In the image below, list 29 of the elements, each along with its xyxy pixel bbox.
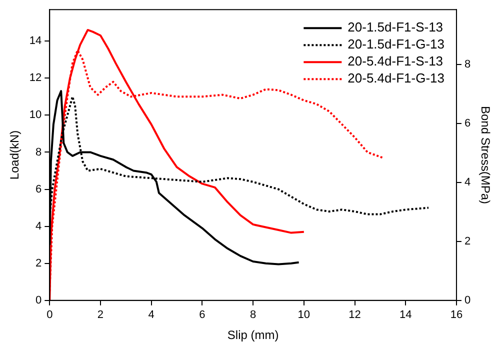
y2-axis-title: Bond Stress(MPa) bbox=[478, 106, 492, 204]
y-axis-title: Load(kN) bbox=[8, 130, 22, 180]
legend-label: 20-5.4d-F1-G-13 bbox=[348, 70, 444, 86]
y-tick-label: 10 bbox=[29, 109, 42, 122]
y2-tick-label: 4 bbox=[464, 176, 471, 189]
y-tick-label: 14 bbox=[29, 35, 42, 48]
y-tick-label: 12 bbox=[29, 72, 42, 84]
y-tick-label: 2 bbox=[36, 257, 42, 270]
x-tick-label: 14 bbox=[400, 309, 412, 322]
legend-label: 20-1.5d-F1-G-13 bbox=[348, 36, 444, 52]
x-tick-label: 4 bbox=[148, 309, 154, 322]
x-tick-label: 8 bbox=[250, 309, 256, 322]
legend-label: 20-1.5d-F1-S-13 bbox=[348, 20, 444, 35]
x-tick-label: 16 bbox=[450, 309, 463, 322]
x-tick-label: 10 bbox=[298, 309, 310, 322]
y-tick-label: 8 bbox=[36, 146, 42, 158]
x-tick-label: 12 bbox=[348, 309, 361, 322]
y-tick-label: 4 bbox=[36, 220, 42, 232]
x-axis-title: Slip (mm) bbox=[227, 328, 279, 342]
x-tick-label: 2 bbox=[97, 309, 104, 322]
x-tick-label: 6 bbox=[199, 309, 206, 322]
x-tick-label: 0 bbox=[46, 309, 53, 322]
y2-tick-label: 6 bbox=[464, 118, 471, 130]
y-tick-label: 0 bbox=[36, 294, 42, 306]
legend-label: 20-5.4d-F1-S-13 bbox=[348, 54, 444, 69]
y-tick-label: 6 bbox=[36, 183, 42, 196]
y2-tick-label: 8 bbox=[464, 58, 471, 71]
y2-tick-label: 0 bbox=[464, 294, 471, 306]
y2-tick-label: 2 bbox=[464, 236, 471, 248]
